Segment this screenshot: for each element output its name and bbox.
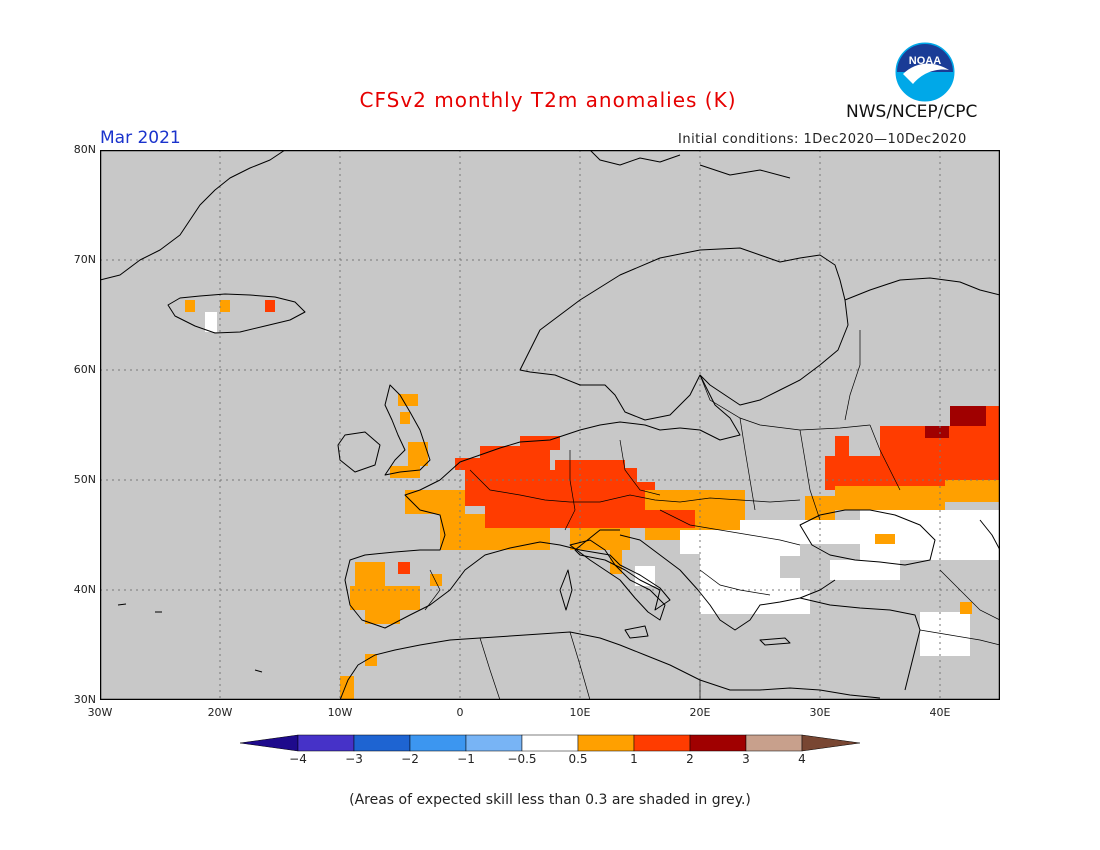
lon-tick: 30W	[87, 706, 113, 719]
anomaly-map	[100, 150, 1000, 700]
cbar-label: 1	[630, 752, 638, 766]
lon-tick: 20E	[689, 706, 711, 719]
initial-conditions: Initial conditions: 1Dec2020—10Dec2020	[678, 132, 967, 147]
forecast-period: Mar 2021	[100, 128, 181, 148]
lon-tick: 10E	[569, 706, 591, 719]
cbar-p3-4	[745, 734, 803, 752]
lat-tick: 40N	[73, 583, 96, 596]
lon-tick: 40E	[929, 706, 951, 719]
cbar-m4-m3	[297, 734, 355, 752]
lat-tick: 30N	[73, 693, 96, 706]
map-background	[100, 150, 1000, 700]
cbar-label: −3	[345, 752, 363, 766]
cbar-lt-m4	[239, 734, 299, 752]
lat-tick: 50N	[73, 473, 96, 486]
cbar-label: 4	[798, 752, 806, 766]
cbar-label: 2	[686, 752, 694, 766]
lon-tick: 30E	[809, 706, 831, 719]
cbar-gt-4	[801, 734, 861, 752]
skill-footnote: (Areas of expected skill less than 0.3 a…	[349, 792, 751, 808]
lon-tick: 10W	[327, 706, 353, 719]
noaa-logo-icon: NOAA	[894, 41, 956, 103]
cbar-label: 3	[742, 752, 750, 766]
country-borders	[424, 330, 1000, 700]
lat-tick: 80N	[73, 143, 96, 156]
cbar-m1-m05	[465, 734, 523, 752]
lat-tick: 60N	[73, 363, 96, 376]
cbar-label: 0.5	[568, 752, 588, 766]
cbar-neutral	[521, 734, 579, 752]
cbar-p2-3	[689, 734, 747, 752]
cbar-label: −0.5	[507, 752, 537, 766]
cbar-label: −2	[401, 752, 419, 766]
cbar-label: −4	[289, 752, 307, 766]
graticule	[100, 150, 1000, 700]
coastlines	[100, 150, 1000, 700]
colorbar	[239, 734, 861, 752]
cbar-m3-m2	[353, 734, 411, 752]
map-frame	[100, 150, 1000, 700]
agency-label: NWS/NCEP/CPC	[846, 102, 978, 122]
cbar-p1-2	[633, 734, 691, 752]
cbar-p05-1	[577, 734, 635, 752]
lon-tick: 20W	[207, 706, 233, 719]
lon-tick: 0	[456, 706, 464, 719]
lat-tick: 70N	[73, 253, 96, 266]
map-title: CFSv2 monthly T2m anomalies (K)	[359, 88, 737, 112]
cbar-m2-m1	[409, 734, 467, 752]
logo-text: NOAA	[909, 55, 941, 67]
cbar-label: −1	[457, 752, 475, 766]
